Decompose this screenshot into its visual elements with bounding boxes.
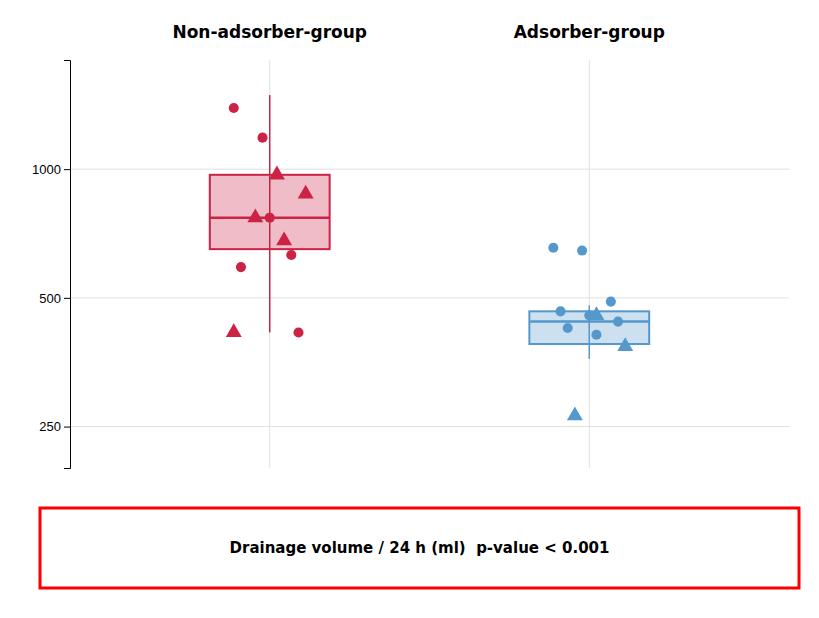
tick: 500 <box>39 291 70 306</box>
point-circle <box>591 330 601 340</box>
grid-line-x <box>589 60 590 468</box>
median <box>529 320 649 323</box>
point-circle <box>577 246 587 256</box>
y-axis: 250 500 1000 <box>32 61 70 469</box>
point-triangle <box>567 407 583 421</box>
point-circle <box>293 327 303 337</box>
point-circle <box>613 317 623 327</box>
point-circle <box>555 306 565 316</box>
point-circle <box>606 297 616 307</box>
tick: 1000 <box>32 162 70 177</box>
point-circle <box>229 103 239 113</box>
point-triangle <box>298 185 314 199</box>
tick-label: 500 <box>39 291 61 306</box>
annotation: Drainage volume / 24 h (ml) p-value < 0.… <box>40 508 799 588</box>
axis-line <box>64 61 71 469</box>
tick-label: 250 <box>39 419 61 434</box>
group <box>210 95 330 337</box>
annotation-box <box>40 508 799 588</box>
point-circle <box>257 133 267 143</box>
tick-mark <box>64 169 70 170</box>
grid-line-y <box>70 426 789 427</box>
chart-container: 250 500 1000 Non-adsorber-group Adsorber-gro… <box>0 0 819 618</box>
group-label: Adsorber-group <box>514 22 665 42</box>
point-circle <box>236 262 246 272</box>
chart-svg: 250 500 1000 Non-adsorber-group Adsorber-gro… <box>0 0 819 618</box>
point-triangle <box>588 306 604 320</box>
group-label: Non-adsorber-group <box>172 22 367 42</box>
tick: 250 <box>39 419 70 434</box>
group <box>529 243 649 421</box>
grid <box>70 60 789 468</box>
point-circle <box>265 213 275 223</box>
group-labels: Non-adsorber-group Adsorber-group <box>172 22 664 42</box>
grid-line-x <box>269 60 270 468</box>
point-triangle <box>226 323 242 337</box>
point-triangle <box>276 232 292 246</box>
point-triangle <box>247 208 263 222</box>
point-triangle <box>617 337 633 351</box>
grid-line-y <box>70 297 789 298</box>
plot-root: 250 500 1000 Non-adsorber-group Adsorber-gro… <box>32 22 789 469</box>
point-circle <box>563 323 573 333</box>
tick-mark <box>64 298 70 299</box>
point-circle <box>548 243 558 253</box>
tick-mark <box>64 427 70 428</box>
annotation-text: Drainage volume / 24 h (ml) p-value < 0.… <box>230 539 610 557</box>
box <box>210 175 330 249</box>
point-triangle <box>269 166 285 180</box>
tick-label: 1000 <box>32 162 61 177</box>
point-circle <box>286 250 296 260</box>
marks <box>210 95 649 420</box>
grid-line-y <box>70 169 789 170</box>
